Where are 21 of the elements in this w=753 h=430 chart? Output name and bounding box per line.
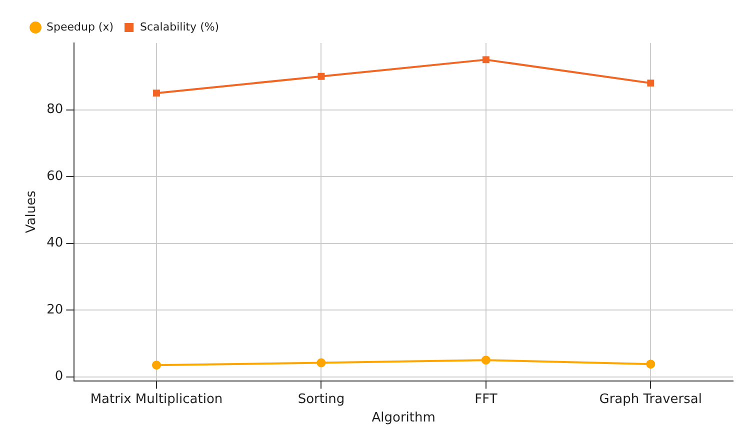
point (646, 360, 656, 369)
point (481, 356, 490, 365)
legend-label: Scalability (%) (140, 20, 220, 34)
x-tick-label: FFT (474, 392, 498, 407)
y-tick-label: 20 (46, 302, 64, 318)
y-tick-label: 80 (46, 102, 64, 118)
x-tick-label: Sorting (298, 392, 345, 407)
y-tick-label: 0 (54, 369, 64, 384)
point (316, 358, 326, 368)
x-tick-label: Graph Traversal (599, 392, 702, 407)
point (482, 56, 490, 64)
x-tick-label: Matrix Multiplication (90, 392, 223, 407)
y-tick-label: 60 (46, 168, 64, 184)
point (647, 80, 654, 87)
x-axis-title: Algorithm (372, 410, 436, 426)
y-tick-label: 40 (46, 236, 64, 251)
point (152, 360, 161, 370)
point (153, 90, 160, 97)
legend-label: Speedup (x) (46, 20, 114, 34)
point (318, 72, 325, 80)
y-axis-title: Values (24, 190, 40, 234)
